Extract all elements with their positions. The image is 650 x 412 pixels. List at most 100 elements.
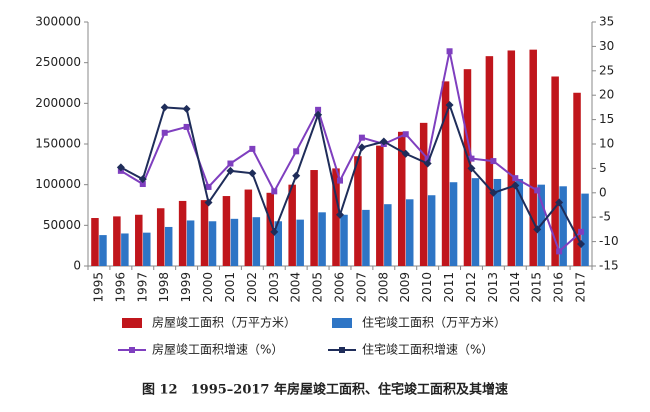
bar [186,220,195,266]
marker [446,48,453,55]
legend-label: 房屋竣工面积（万平方米） [152,315,296,330]
y2-tick-label: 35 [599,15,614,29]
bar [143,232,151,266]
marker [138,175,147,184]
y2-tick-label: -10 [599,234,619,248]
marker [424,155,431,162]
y2-tick-label: -5 [599,210,611,224]
x-tick-label: 1998 [157,272,171,303]
bar [164,226,173,266]
y2-tick-label: 30 [599,39,614,53]
line [120,102,582,245]
marker [205,183,212,190]
bar [121,233,129,266]
marker [379,137,388,146]
bar [529,49,537,266]
x-tick-label: 2014 [508,272,522,303]
marker [293,148,300,155]
y2-tick-label: 25 [599,63,614,77]
bar [507,50,516,266]
marker [468,155,475,162]
x-tick-label: 2008 [376,272,390,303]
marker [511,181,520,190]
y-tick-label: 150000 [35,137,81,151]
x-tick-label: 2006 [333,272,347,303]
x-tick-label: 2000 [201,272,215,303]
y2-tick-label: 20 [599,88,614,102]
bar [441,81,450,266]
bar [156,208,165,266]
y2-tick-label: 0 [599,185,607,199]
bar [266,192,275,266]
bar [340,214,348,266]
bar [200,200,209,266]
chart-caption: 图 12 1995–2017 年房屋竣工面积、住宅竣工面积及其增速 [142,382,508,398]
bar [471,178,480,266]
marker [402,131,409,138]
bar [581,193,589,266]
marker [292,171,301,180]
bar [310,170,318,266]
marker [534,187,541,194]
x-tick-label: 2016 [552,272,566,303]
marker [315,106,322,113]
marker [248,169,257,178]
bar [551,76,559,266]
y-tick-label: 0 [73,259,81,273]
bar [99,235,107,266]
y-tick-label: 250000 [35,55,81,69]
bar [463,69,472,266]
bar [208,221,217,266]
marker [249,145,256,152]
marker [337,177,343,184]
legend-marker [339,347,345,353]
legend-label: 住宅竣工面积增速（%） [362,342,493,357]
x-tick-label: 1996 [113,272,127,303]
marker [227,160,234,167]
marker [226,166,235,175]
x-tick-label: 1997 [135,272,149,303]
bar [354,156,362,266]
x-tick-label: 2007 [354,272,368,303]
bar [296,219,304,266]
bar [384,204,392,266]
marker [161,129,168,136]
marker [270,227,279,236]
bar [376,145,384,266]
bar [493,178,502,266]
marker [533,225,542,234]
x-tick-label: 2012 [464,272,478,303]
marker [423,159,432,168]
x-tick-label: 2005 [311,272,325,303]
marker [357,143,366,152]
bar [515,178,524,266]
marker [139,181,146,188]
bar [449,182,458,266]
bar [230,218,239,266]
marker [401,149,410,158]
bar [397,131,406,266]
bar [91,218,99,266]
marker [271,188,278,195]
x-tick-label: 2017 [574,272,588,303]
marker [445,100,454,109]
marker [489,188,498,197]
y2-tick-label: 5 [599,161,607,175]
marker [336,210,344,219]
marker [490,158,497,165]
bar [559,186,567,266]
marker [183,123,190,130]
x-tick-label: 1995 [91,272,105,303]
marker [467,164,476,173]
y-tick-label: 50000 [43,218,81,232]
bar [332,168,340,266]
bar [288,184,296,266]
bar [405,199,414,266]
x-tick-label: 2002 [245,272,259,303]
marker [556,248,563,255]
x-tick-label: 2015 [530,272,544,303]
marker [204,198,213,207]
y2-tick-label: 10 [599,137,614,151]
bar [222,196,231,266]
